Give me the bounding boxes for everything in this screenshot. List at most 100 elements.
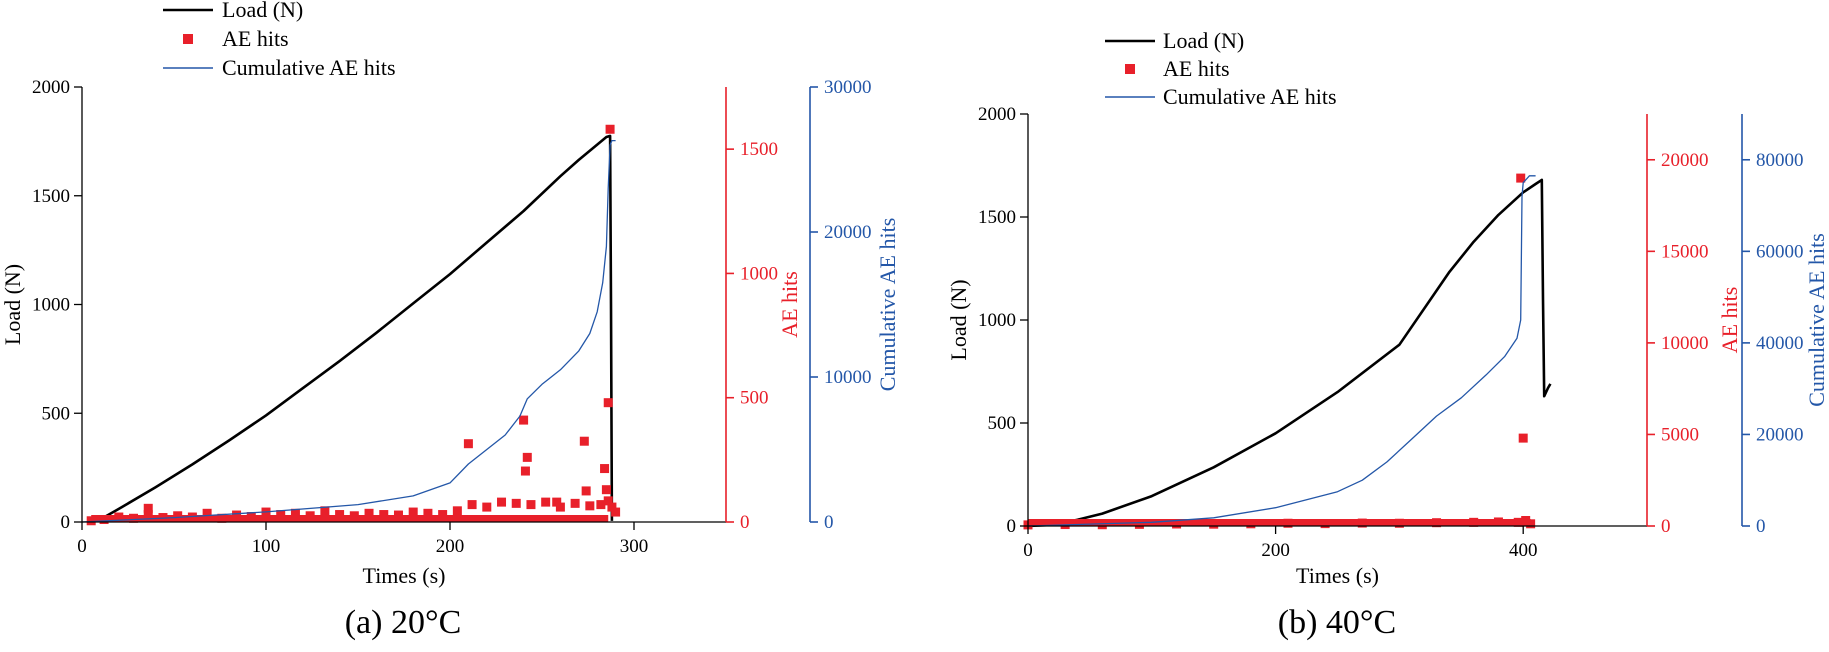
ae-hit-point: [438, 510, 448, 520]
series-ae-hits-outlier: [605, 124, 615, 134]
x-tick-label: 100: [252, 536, 281, 557]
legend-label: Cumulative AE hits: [1163, 84, 1337, 109]
ae-hit-point: [607, 502, 617, 512]
load-tick-label: 1500: [32, 186, 70, 207]
legend-label: AE hits: [1163, 56, 1230, 81]
ae-hit-point: [408, 507, 418, 517]
cum-tick-label: 80000: [1756, 150, 1804, 171]
ae-hit-point: [482, 502, 492, 512]
ae-tick-label: 1500: [740, 139, 778, 160]
cum-tick-label: 20000: [824, 222, 872, 243]
series-line: [81, 139, 616, 523]
ae-hit-point: [423, 508, 433, 518]
ae-hit-point: [552, 497, 562, 507]
x-tick-label: 200: [1261, 540, 1290, 561]
x-tick-label: 0: [1023, 540, 1033, 561]
panel-caption: (a) 20°C: [345, 604, 462, 641]
ae-hit-point: [1518, 433, 1528, 443]
legend-label: Load (N): [1163, 28, 1244, 53]
cum-axis-label: Cumulative AE hits: [875, 218, 900, 392]
load-tick-label: 0: [61, 512, 71, 533]
series-line: [1027, 175, 1536, 527]
panel-b-40c: 0 500 1000 1500 2000 Load (N) 0 200 400 Times (s)…: [946, 28, 1829, 641]
ae-hit-band: [91, 515, 609, 522]
panel-caption: (b) 40°C: [1278, 604, 1396, 641]
load-tick-label: 0: [1007, 516, 1017, 537]
ae-hit-point: [276, 510, 286, 520]
cum-tick-label: 60000: [1756, 241, 1804, 262]
panel-a-20c: 0 500 1000 1500 2000 Load (N) 0 100 200 300 Times …: [0, 0, 900, 641]
ae-tick-label: 15000: [1661, 241, 1709, 262]
load-tick-label: 2000: [978, 104, 1016, 125]
load-tick-label: 2000: [32, 77, 70, 98]
ae-hit-point: [585, 501, 595, 511]
ae-tick-label: 10000: [1661, 333, 1709, 354]
ae-tick-label: 0: [1661, 516, 1671, 537]
series-load-n-: [90, 134, 614, 523]
ae-tick-label: 0: [740, 512, 750, 533]
load-tick-label: 1000: [32, 295, 70, 316]
ae-tick-label: 5000: [1661, 424, 1699, 445]
ae-hit-point: [605, 124, 615, 134]
ae-hit-point: [611, 507, 621, 517]
series-ae-hits: [86, 398, 621, 526]
cum-axis-label: Cumulative AE hits: [1804, 233, 1829, 407]
cum-tick-label: 40000: [1756, 333, 1804, 354]
ae-tick-label: 20000: [1661, 150, 1709, 171]
legend-swatch-ae: [183, 34, 193, 44]
ae-hit-point: [143, 510, 153, 520]
ae-hit-point: [522, 452, 532, 462]
series-line: [90, 134, 614, 523]
series-cumulative-ae-hits: [81, 139, 616, 523]
ae-hit-point: [596, 500, 606, 510]
ae-hit-point: [364, 508, 374, 518]
x-tick-label: 400: [1509, 540, 1538, 561]
series-cumulative-ae-hits: [1027, 175, 1536, 527]
load-tick-label: 500: [988, 413, 1017, 434]
ae-hit-point: [519, 415, 529, 425]
ae-hit-point: [520, 466, 530, 476]
cum-tick-label: 20000: [1756, 424, 1804, 445]
ae-tick-label: 500: [740, 388, 769, 409]
x-tick-label: 200: [436, 536, 465, 557]
ae-hit-point: [601, 485, 611, 495]
load-axis-label: Load (N): [0, 264, 25, 345]
load-tick-label: 1000: [978, 310, 1016, 331]
cum-tick-label: 0: [824, 512, 834, 533]
legend-label: Load (N): [222, 0, 303, 22]
ae-hit-point: [463, 439, 473, 449]
series-load-n-: [1027, 178, 1552, 528]
cum-tick-label: 10000: [824, 367, 872, 388]
ae-axis-label: AE hits: [777, 271, 802, 338]
ae-hit-point: [202, 508, 212, 518]
x-axis-label: Times (s): [363, 563, 446, 588]
ae-hit-point: [541, 497, 551, 507]
ae-hit-point: [581, 486, 591, 496]
ae-hit-point: [570, 498, 580, 508]
ae-hit-point: [320, 506, 330, 516]
legend-swatch-ae: [1125, 64, 1135, 74]
ae-axis-label: AE hits: [1717, 287, 1742, 354]
ae-hit-point: [603, 496, 613, 506]
load-tick-label: 1500: [978, 207, 1016, 228]
ae-hit-point: [467, 500, 477, 510]
series-ae-hits: [1023, 173, 1536, 530]
series-line: [1027, 178, 1552, 528]
legend-label: Cumulative AE hits: [222, 55, 396, 80]
ae-hit-point: [335, 510, 345, 520]
legend-label: AE hits: [222, 26, 289, 51]
ae-hit-point: [497, 497, 507, 507]
ae-hit-point: [143, 503, 153, 513]
ae-hit-point: [290, 508, 300, 518]
load-tick-label: 500: [42, 403, 71, 424]
ae-hit-point: [1516, 173, 1526, 183]
ae-hit-point: [1526, 519, 1536, 529]
x-tick-label: 0: [77, 536, 87, 557]
ae-hit-point: [452, 506, 462, 516]
ae-hit-point: [579, 436, 589, 446]
x-axis-label: Times (s): [1296, 563, 1379, 588]
ae-hit-point: [603, 398, 613, 408]
ae-hit-point: [600, 464, 610, 474]
cum-tick-label: 30000: [824, 77, 872, 98]
